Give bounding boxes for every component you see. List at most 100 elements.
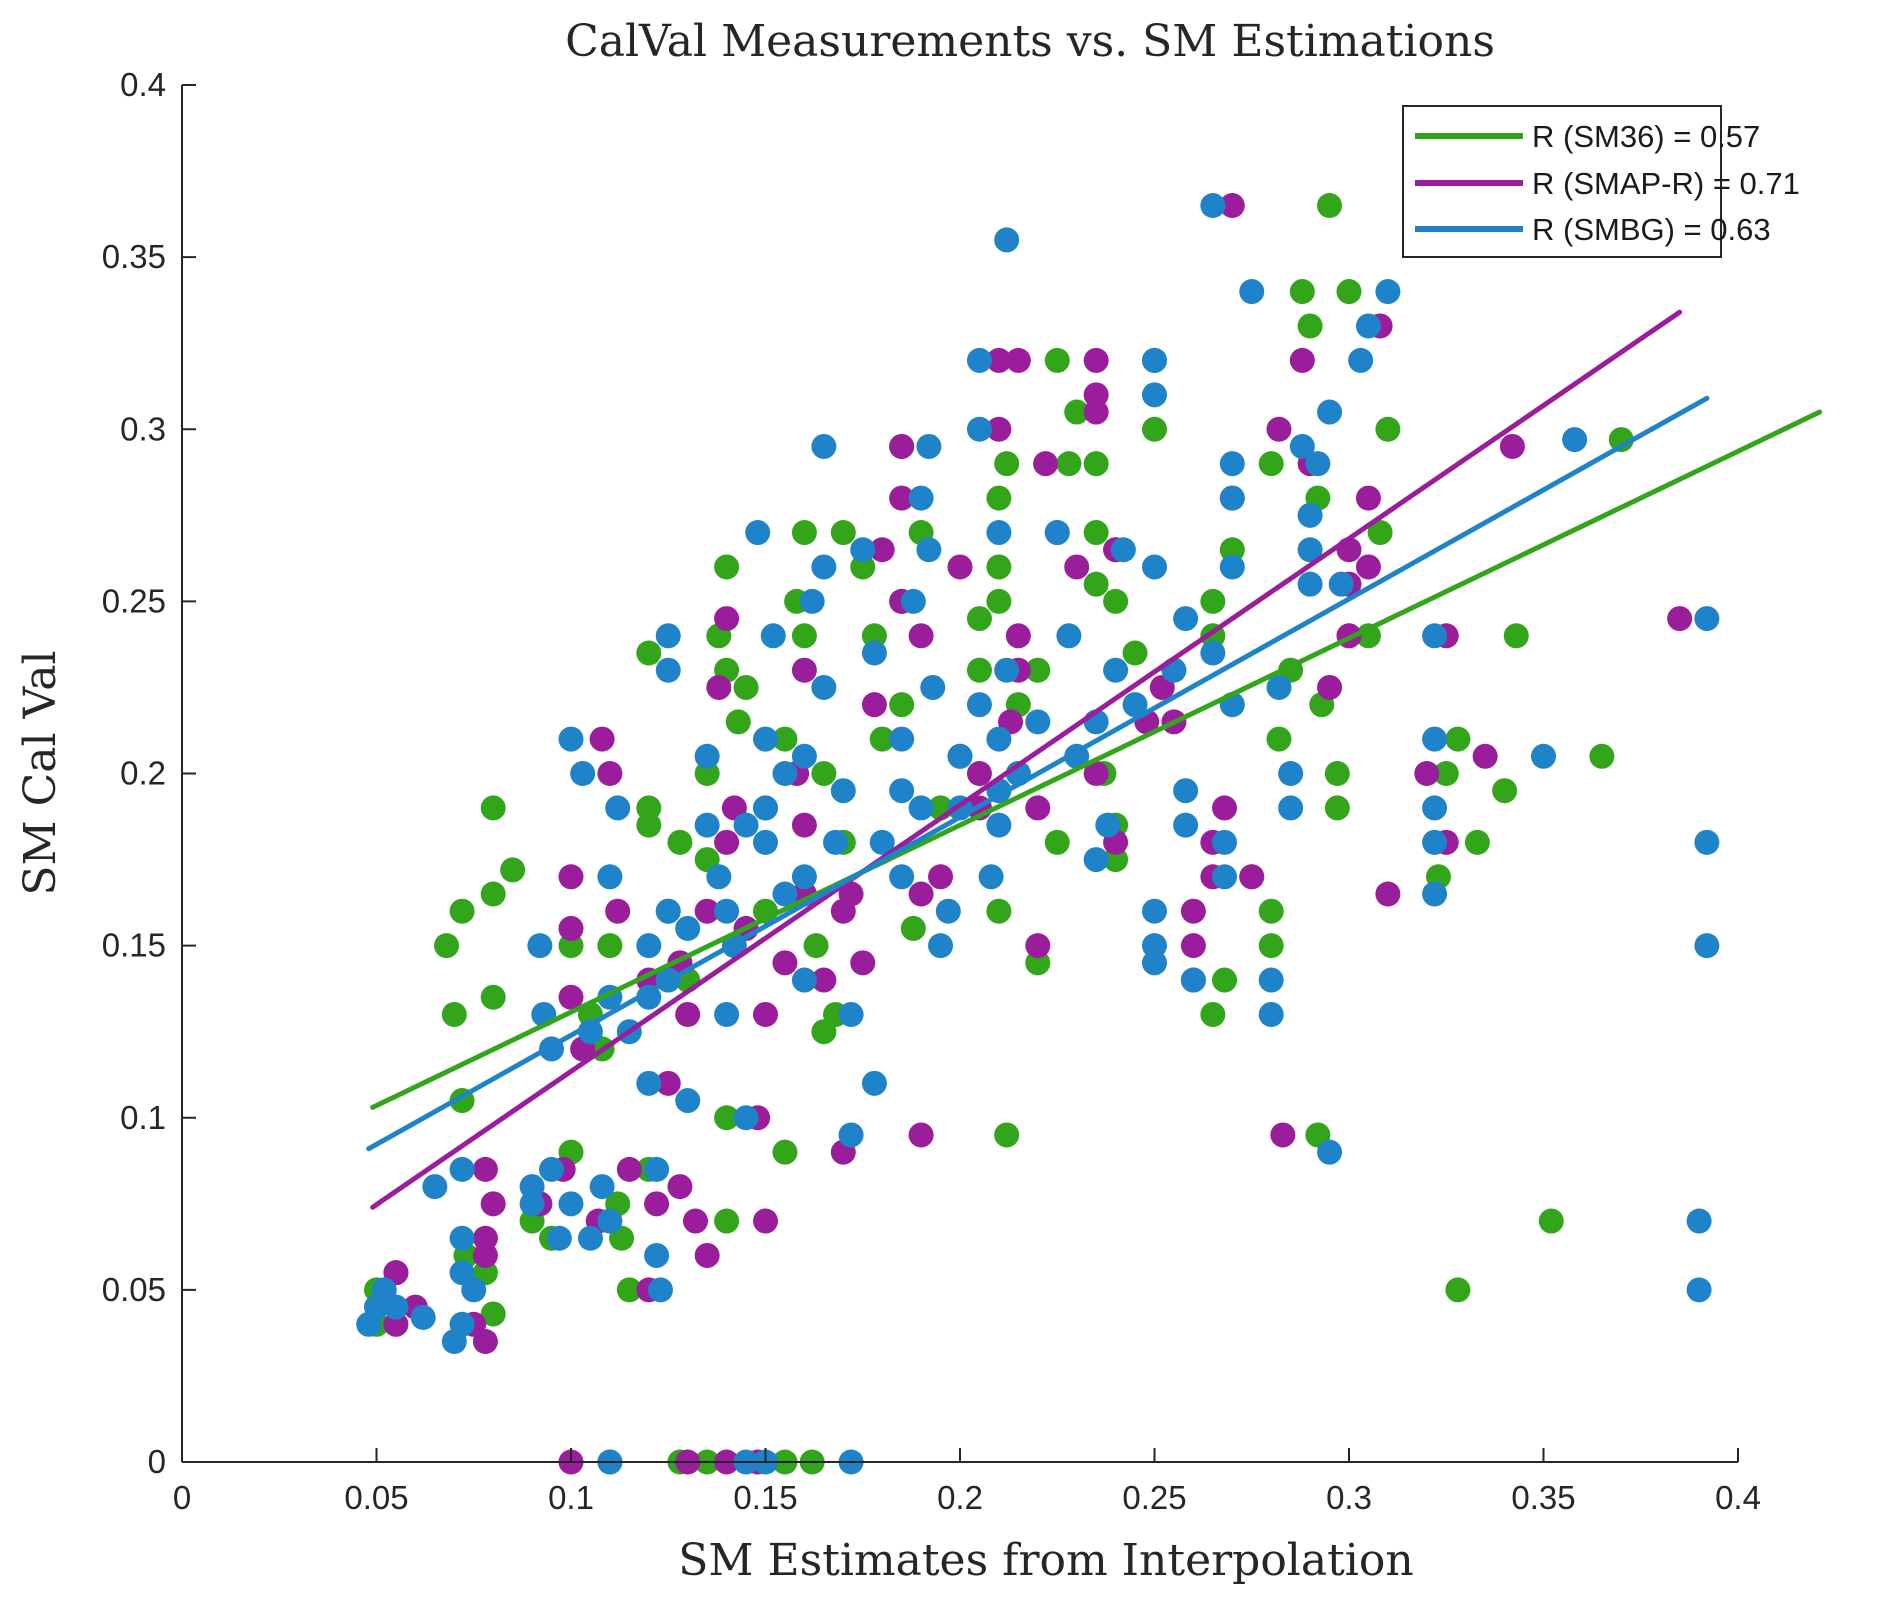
point-smbg [1297, 502, 1323, 528]
point-smbg [1056, 623, 1082, 649]
point-sm36 [772, 1139, 798, 1165]
point-sm36 [1589, 743, 1615, 769]
point-smbg [1173, 778, 1199, 804]
point-sm36 [1083, 571, 1109, 597]
point-sm36 [1367, 520, 1393, 546]
point-smbg [1044, 520, 1070, 546]
point-smap-r [791, 657, 817, 683]
legend-label-smap-r: R (SMAP-R) = 0.71 [1532, 166, 1800, 201]
point-smbg [733, 812, 759, 838]
point-smap-r [472, 1329, 498, 1355]
point-smap-r [597, 761, 623, 786]
point-smap-r [889, 433, 915, 459]
point-sm36 [1297, 313, 1323, 339]
point-smap-r [838, 881, 864, 907]
point-smbg [694, 812, 720, 838]
point-smbg [791, 967, 817, 993]
y-tick-label: 0.15 [102, 927, 166, 964]
point-sm36 [1200, 1001, 1226, 1027]
point-smap-r [1064, 554, 1090, 580]
point-smap-r [1180, 898, 1206, 924]
point-sm36 [1336, 279, 1362, 305]
point-smbg [636, 1070, 662, 1096]
point-smbg [570, 761, 596, 786]
point-smbg [811, 674, 837, 700]
point-smbg [772, 881, 798, 907]
point-smbg [422, 1174, 448, 1200]
point-sm36 [1219, 537, 1245, 563]
point-sm36 [667, 829, 693, 855]
point-smap-r [772, 950, 798, 976]
point-sm36 [1025, 657, 1051, 683]
point-sm36 [1538, 1208, 1564, 1234]
point-smbg [1142, 554, 1167, 580]
point-smap-r [1270, 1122, 1296, 1148]
y-ticks: 0 0.05 0.1 0.15 0.2 0.25 0.3 0.35 0.4 [102, 66, 196, 1480]
point-smbg [519, 1191, 545, 1217]
point-smbg [811, 554, 837, 580]
point-sm36 [597, 933, 623, 959]
point-smbg [644, 1156, 670, 1182]
point-sm36 [1503, 623, 1529, 649]
point-smbg [1266, 674, 1292, 700]
point-smbg [1200, 192, 1226, 218]
point-smap-r [908, 1122, 934, 1148]
point-sm36 [986, 485, 1012, 511]
x-tick-label: 0.3 [1326, 1479, 1372, 1516]
y-tick-label: 0.3 [120, 410, 166, 447]
point-sm36 [1103, 847, 1129, 873]
fit-lines [366, 309, 1823, 1210]
point-sm36 [986, 898, 1012, 924]
point-smbg [994, 657, 1020, 683]
point-smbg [986, 520, 1012, 546]
point-smap-r [1025, 933, 1051, 959]
point-smap-r [675, 1001, 701, 1027]
x-tick-label: 0.05 [344, 1479, 408, 1516]
point-smbg [1278, 795, 1304, 821]
point-smbg [916, 537, 942, 563]
point-smbg [1142, 382, 1167, 408]
point-smap-r [861, 692, 887, 718]
point-smbg [655, 623, 681, 649]
y-tick-label: 0 [148, 1443, 166, 1480]
point-smbg [383, 1294, 409, 1320]
point-smbg [410, 1304, 436, 1330]
point-smbg [1180, 967, 1206, 993]
point-smap-r [682, 1208, 708, 1234]
point-smap-r [644, 1191, 670, 1217]
point-smbg [1219, 554, 1245, 580]
point-smbg [791, 743, 817, 769]
point-smap-r [1083, 761, 1109, 786]
point-sm36 [500, 857, 526, 883]
x-tick-label: 0.15 [733, 1479, 797, 1516]
point-sm36 [480, 1301, 506, 1327]
point-smap-r [753, 1001, 778, 1027]
point-smbg [714, 898, 740, 924]
point-smap-r [986, 416, 1012, 442]
point-smbg [1095, 812, 1121, 838]
point-smbg [830, 778, 856, 804]
point-smbg [1422, 795, 1448, 821]
point-smap-r [472, 1242, 498, 1268]
point-smbg [694, 743, 720, 769]
point-smbg [1173, 606, 1199, 632]
point-smap-r [1083, 382, 1109, 408]
point-sm36 [772, 726, 798, 752]
y-tick-label: 0.25 [102, 582, 166, 619]
point-smbg [1694, 606, 1720, 632]
point-smbg [1422, 726, 1448, 752]
point-smap-r [1499, 433, 1525, 459]
point-smap-r [1375, 881, 1401, 907]
point-smap-r [480, 1191, 506, 1217]
point-sm36 [636, 812, 662, 838]
point-smap-r [1005, 623, 1031, 649]
point-smap-r [616, 1156, 642, 1182]
point-sm36 [636, 640, 662, 666]
point-smbg [753, 726, 778, 752]
point-smbg [861, 640, 887, 666]
point-smbg [597, 864, 623, 890]
point-sm36 [733, 674, 759, 700]
point-sm36 [1083, 451, 1109, 477]
point-smap-r [472, 1225, 498, 1251]
point-sm36 [1212, 967, 1238, 993]
